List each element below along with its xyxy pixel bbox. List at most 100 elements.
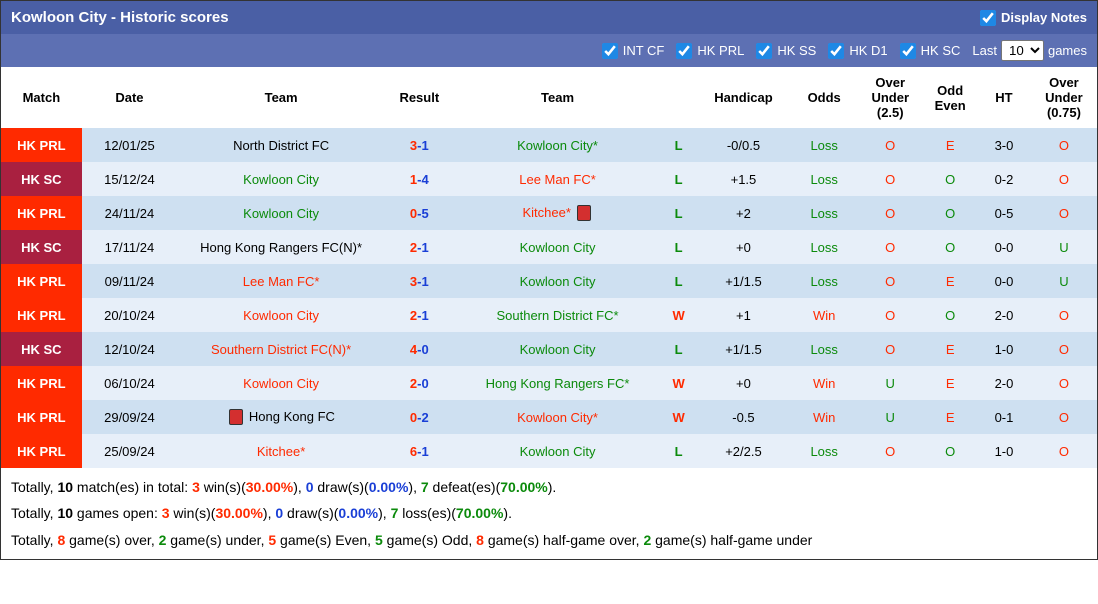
handicap-cell: -0/0.5 <box>696 128 791 162</box>
ou075-cell: O <box>1031 434 1097 468</box>
handicap-cell: +2 <box>696 196 791 230</box>
table-row[interactable]: HK PRL20/10/24Kowloon City2-1Southern Di… <box>1 298 1097 332</box>
filter-label: INT CF <box>623 43 665 58</box>
summary-line-1: Totally, 10 match(es) in total: 3 win(s)… <box>11 474 1087 500</box>
oddeven-cell: E <box>923 400 977 434</box>
team1-cell: Kitchee* <box>177 434 385 468</box>
ou25-cell: O <box>857 128 923 162</box>
ht-cell: 3-0 <box>977 128 1031 162</box>
ou075-cell: O <box>1031 298 1097 332</box>
ou25-cell: U <box>857 400 923 434</box>
col-match: Match <box>1 67 82 128</box>
odds-cell: Loss <box>791 264 857 298</box>
oddeven-cell: O <box>923 298 977 332</box>
team2-cell: Lee Man FC* <box>454 162 662 196</box>
winloss-cell: L <box>662 162 696 196</box>
result-cell: 4-0 <box>385 332 454 366</box>
oddeven-cell: E <box>923 366 977 400</box>
summary-line-2: Totally, 10 games open: 3 win(s)(30.00%)… <box>11 500 1087 526</box>
ou25-cell: O <box>857 332 923 366</box>
date-cell: 12/01/25 <box>82 128 177 162</box>
col-team2: Team <box>454 67 662 128</box>
team2-cell: Kowloon City <box>454 434 662 468</box>
scores-table: Match Date Team Result Team Handicap Odd… <box>1 67 1097 468</box>
oddeven-cell: O <box>923 434 977 468</box>
team1-cell: Hong Kong Rangers FC(N)* <box>177 230 385 264</box>
table-row[interactable]: HK PRL06/10/24Kowloon City2-0Hong Kong R… <box>1 366 1097 400</box>
filter-int-cf[interactable]: INT CF <box>602 43 665 59</box>
date-cell: 15/12/24 <box>82 162 177 196</box>
ht-cell: 0-0 <box>977 264 1031 298</box>
col-ou075: Over Under (0.75) <box>1031 67 1097 128</box>
result-cell: 0-5 <box>385 196 454 230</box>
ou075-cell: O <box>1031 400 1097 434</box>
table-row[interactable]: HK PRL29/09/24 Hong Kong FC0-2Kowloon Ci… <box>1 400 1097 434</box>
ou25-cell: O <box>857 230 923 264</box>
filter-checkbox[interactable] <box>602 43 618 59</box>
display-notes-checkbox[interactable] <box>980 10 996 26</box>
handicap-cell: +1.5 <box>696 162 791 196</box>
col-oddeven: Odd Even <box>923 67 977 128</box>
ht-cell: 0-2 <box>977 162 1031 196</box>
match-badge: HK SC <box>1 162 82 196</box>
date-cell: 25/09/24 <box>82 434 177 468</box>
winloss-cell: L <box>662 196 696 230</box>
ou075-cell: O <box>1031 162 1097 196</box>
filter-checkbox[interactable] <box>756 43 772 59</box>
panel-title: Kowloon City - Historic scores <box>11 9 229 26</box>
filter-hk-ss[interactable]: HK SS <box>756 43 816 59</box>
ou25-cell: O <box>857 298 923 332</box>
display-notes-toggle[interactable]: Display Notes <box>980 10 1087 26</box>
filter-hk-d1[interactable]: HK D1 <box>828 43 887 59</box>
last-games-select[interactable]: 10 <box>1001 40 1044 61</box>
team1-cell: Southern District FC(N)* <box>177 332 385 366</box>
date-cell: 20/10/24 <box>82 298 177 332</box>
date-cell: 09/11/24 <box>82 264 177 298</box>
last-prefix: Last <box>972 43 997 58</box>
table-row[interactable]: HK SC15/12/24Kowloon City1-4Lee Man FC*L… <box>1 162 1097 196</box>
match-badge: HK PRL <box>1 298 82 332</box>
result-cell: 3-1 <box>385 264 454 298</box>
handicap-cell: +2/2.5 <box>696 434 791 468</box>
table-row[interactable]: HK PRL12/01/25North District FC3-1Kowloo… <box>1 128 1097 162</box>
red-card-icon <box>229 409 243 425</box>
oddeven-cell: E <box>923 332 977 366</box>
team2-cell: Hong Kong Rangers FC* <box>454 366 662 400</box>
ou25-cell: U <box>857 366 923 400</box>
team2-cell: Kitchee* <box>454 196 662 230</box>
col-date: Date <box>82 67 177 128</box>
filter-hk-prl[interactable]: HK PRL <box>676 43 744 59</box>
result-cell: 2-1 <box>385 230 454 264</box>
winloss-cell: W <box>662 400 696 434</box>
filter-checkbox[interactable] <box>828 43 844 59</box>
table-row[interactable]: HK PRL25/09/24Kitchee*6-1Kowloon CityL+2… <box>1 434 1097 468</box>
ht-cell: 2-0 <box>977 298 1031 332</box>
handicap-cell: -0.5 <box>696 400 791 434</box>
team1-cell: Kowloon City <box>177 196 385 230</box>
summary-line-3: Totally, 8 game(s) over, 2 game(s) under… <box>11 527 1087 553</box>
team2-cell: Kowloon City <box>454 264 662 298</box>
filter-hk-sc[interactable]: HK SC <box>900 43 961 59</box>
team1-cell: Kowloon City <box>177 298 385 332</box>
table-row[interactable]: HK SC12/10/24Southern District FC(N)*4-0… <box>1 332 1097 366</box>
table-row[interactable]: HK PRL24/11/24Kowloon City0-5Kitchee* L+… <box>1 196 1097 230</box>
col-wl <box>662 67 696 128</box>
handicap-cell: +1/1.5 <box>696 332 791 366</box>
table-header-row: Match Date Team Result Team Handicap Odd… <box>1 67 1097 128</box>
table-row[interactable]: HK SC17/11/24Hong Kong Rangers FC(N)*2-1… <box>1 230 1097 264</box>
date-cell: 06/10/24 <box>82 366 177 400</box>
winloss-cell: L <box>662 332 696 366</box>
oddeven-cell: E <box>923 264 977 298</box>
team1-cell: Kowloon City <box>177 162 385 196</box>
col-odds: Odds <box>791 67 857 128</box>
ht-cell: 1-0 <box>977 434 1031 468</box>
winloss-cell: L <box>662 264 696 298</box>
filter-checkbox[interactable] <box>676 43 692 59</box>
col-team1: Team <box>177 67 385 128</box>
ou075-cell: O <box>1031 128 1097 162</box>
odds-cell: Win <box>791 400 857 434</box>
filter-checkbox[interactable] <box>900 43 916 59</box>
table-row[interactable]: HK PRL09/11/24Lee Man FC*3-1Kowloon City… <box>1 264 1097 298</box>
ht-cell: 1-0 <box>977 332 1031 366</box>
filter-label: HK D1 <box>849 43 887 58</box>
